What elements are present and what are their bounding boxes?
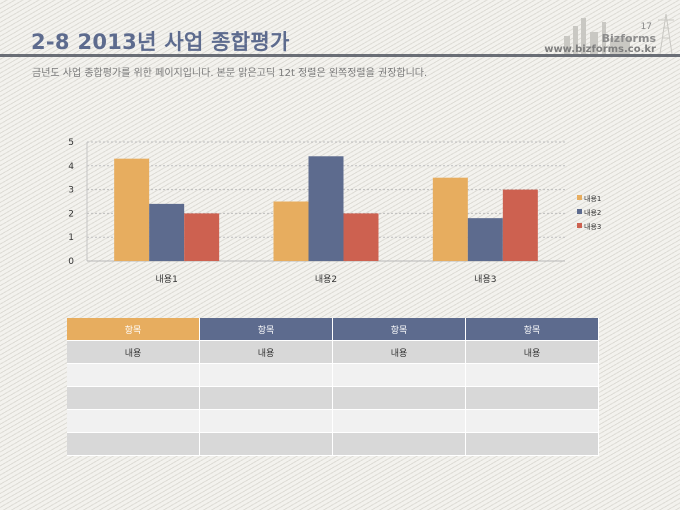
table-cell: 내용 — [332, 340, 466, 364]
legend-label: 내용2 — [584, 208, 601, 217]
table-row — [67, 432, 599, 456]
legend-swatch — [577, 209, 582, 214]
bizforms-logo: 17 Bizforms www.bizforms.co.kr — [544, 8, 678, 55]
table-cell — [67, 409, 200, 433]
table-cell — [199, 363, 333, 387]
x-tick-label: 내용3 — [474, 274, 496, 285]
data-table: 항목 항목 항목 항목 내용 내용 내용 내용 — [67, 318, 599, 456]
table-cell — [199, 432, 333, 456]
legend-swatch — [577, 195, 582, 200]
table-cell — [199, 409, 333, 433]
y-tick-label: 1 — [68, 233, 74, 243]
y-tick-label: 4 — [68, 162, 74, 172]
table-cell — [465, 432, 599, 456]
bar — [502, 189, 538, 261]
bar-chart: 0 1 2 3 4 5 내용1 내용2 내용3 내용1 내용2 내용3 — [68, 138, 601, 285]
page-subtitle: 금년도 사업 종합평가를 위한 페이지입니다. 본문 맑은고딕 12t 정렬은 … — [32, 68, 428, 79]
city-skyline-icon — [564, 13, 674, 54]
table-header-cell: 항목 — [199, 318, 333, 341]
table-row — [67, 363, 599, 387]
table-cell — [332, 363, 466, 387]
table-cell — [465, 386, 599, 410]
legend-swatch — [577, 223, 582, 228]
table-header-cell: 항목 — [67, 318, 200, 341]
y-tick-label: 2 — [68, 209, 74, 219]
table-cell — [67, 386, 200, 410]
table-cell — [332, 432, 466, 456]
table-cell — [67, 432, 200, 456]
x-tick-label: 내용2 — [315, 274, 337, 285]
bar — [343, 213, 379, 261]
y-tick-label: 5 — [68, 138, 74, 148]
y-tick-label: 3 — [68, 186, 74, 196]
table-header-row: 항목 항목 항목 항목 — [67, 318, 599, 341]
bar — [114, 158, 150, 261]
table-row — [67, 386, 599, 410]
bar — [184, 213, 220, 261]
bar — [273, 201, 309, 261]
table-cell: 내용 — [67, 340, 200, 364]
legend-label: 내용1 — [584, 194, 601, 203]
table-cell — [465, 363, 599, 387]
bar — [467, 218, 503, 261]
table-cell — [465, 409, 599, 433]
page-number: 17 — [640, 22, 652, 32]
page-title: 2-8 2013년 사업 종합평가 — [31, 30, 290, 54]
table-cell — [332, 386, 466, 410]
table-row: 내용 내용 내용 내용 — [67, 340, 599, 364]
table-row — [67, 409, 599, 433]
brand-url: www.bizforms.co.kr — [544, 44, 656, 55]
table-cell — [67, 363, 200, 387]
y-tick-label: 0 — [68, 257, 74, 267]
brand-name: Bizforms — [601, 32, 656, 45]
table-header-cell: 항목 — [332, 318, 466, 341]
table-cell: 내용 — [199, 340, 333, 364]
table-cell — [199, 386, 333, 410]
bar — [432, 177, 468, 261]
x-tick-label: 내용1 — [156, 274, 178, 285]
table-cell — [332, 409, 466, 433]
bar — [308, 156, 344, 261]
table-cell: 내용 — [465, 340, 599, 364]
title-divider — [0, 54, 680, 57]
legend-label: 내용3 — [584, 222, 601, 231]
bar — [149, 203, 185, 261]
table-header-cell: 항목 — [465, 318, 599, 341]
